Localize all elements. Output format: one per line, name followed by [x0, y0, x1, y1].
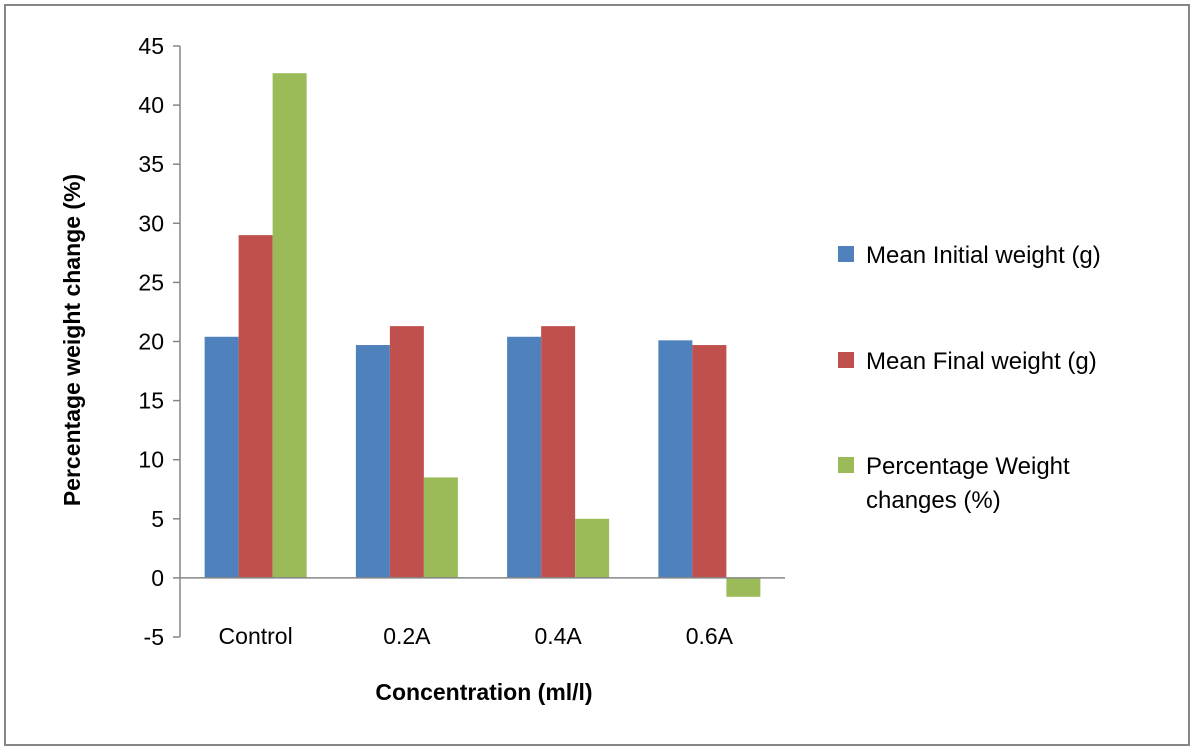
x-tick-label: 0.2A — [383, 623, 431, 649]
x-tick-label: Control — [219, 623, 293, 649]
y-axis-ticks: -5 0 5 10 15 20 25 30 35 40 45 — [138, 33, 180, 650]
y-tick-label: 35 — [138, 151, 164, 177]
bar — [507, 336, 542, 578]
x-tick-label: 0.4A — [534, 623, 582, 649]
x-tick-label: 0.6A — [686, 623, 734, 649]
bars — [204, 73, 761, 597]
bar — [658, 340, 693, 578]
y-tick-label: 10 — [138, 447, 164, 473]
y-tick-label: 40 — [138, 92, 164, 118]
bar — [726, 577, 761, 597]
axes — [179, 46, 785, 637]
legend-label: Percentage Weight changes (%) — [866, 453, 1070, 514]
legend-swatch — [838, 352, 854, 368]
bar — [692, 345, 727, 578]
x-axis-title: Concentration (ml/l) — [375, 679, 592, 705]
legend-swatch — [838, 457, 854, 473]
bar — [355, 345, 390, 578]
y-axis-title: Percentage weight change (%) — [59, 174, 85, 506]
legend-label: Mean Initial weight (g) — [866, 242, 1101, 269]
y-tick-label: 0 — [151, 565, 164, 591]
y-tick-label: 45 — [138, 33, 164, 59]
bar — [204, 336, 239, 578]
legend-label: Mean Final weight (g) — [866, 348, 1097, 375]
y-tick-label: 30 — [138, 210, 164, 236]
y-tick-label: 5 — [151, 506, 164, 532]
y-tick-label: -5 — [144, 624, 164, 650]
bar — [575, 518, 610, 578]
legend: Mean Initial weight (g) Mean Final weight… — [838, 242, 1101, 514]
y-tick-label: 15 — [138, 388, 164, 414]
legend-swatch — [838, 246, 854, 262]
chart-frame — [4, 4, 1190, 746]
y-tick-label: 25 — [138, 269, 164, 295]
y-tick-label: 20 — [138, 329, 164, 355]
bar — [272, 73, 307, 578]
bar — [238, 235, 273, 578]
bar — [541, 326, 576, 578]
bar — [389, 326, 424, 578]
bar — [423, 477, 458, 578]
x-axis-tick-labels: Control 0.2A 0.4A 0.6A — [219, 623, 734, 649]
